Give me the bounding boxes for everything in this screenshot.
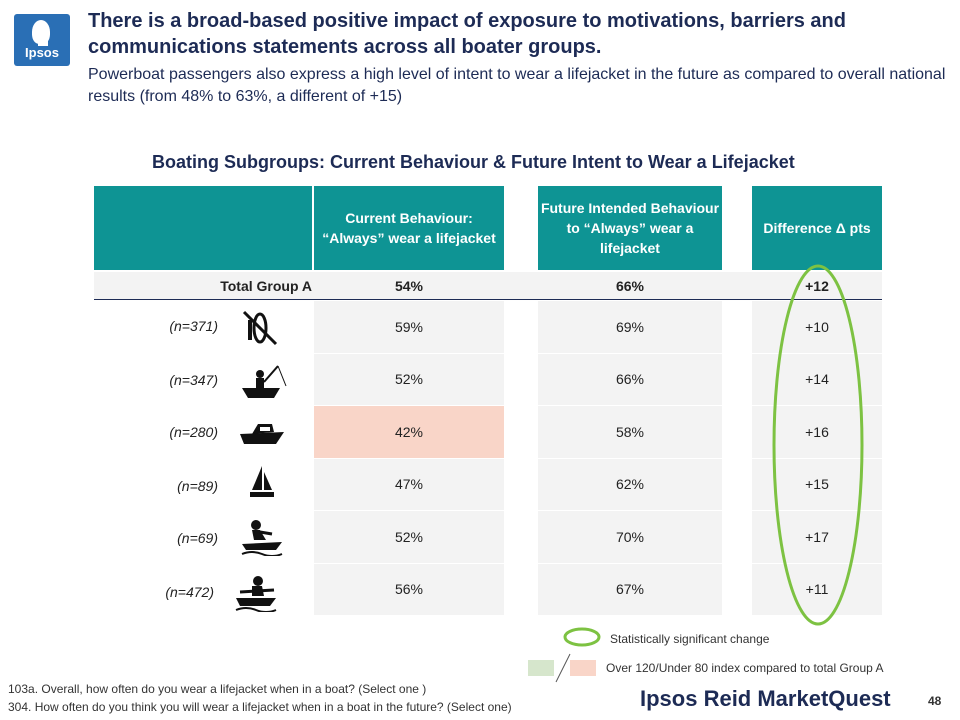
- total-difference: +12: [805, 277, 829, 294]
- fishing-boat-icon: [242, 365, 287, 398]
- legend-ellipse-icon: [563, 627, 601, 647]
- row-future: 70%: [615, 528, 645, 545]
- logo-text: Ipsos: [25, 45, 59, 60]
- row-difference: +11: [805, 581, 829, 597]
- legend-index: Over 120/Under 80 index compared to tota…: [606, 661, 884, 675]
- row-difference: +17: [805, 528, 829, 545]
- legend-red-swatch: [570, 660, 596, 676]
- row-current: 42%: [394, 423, 424, 440]
- total-row: [94, 272, 882, 300]
- row-n-label: (n=280): [169, 424, 218, 440]
- row-current: 56%: [394, 581, 424, 597]
- page-number: 48: [928, 694, 942, 708]
- footer-q1: 103a. Overall, how often do you wear a l…: [8, 682, 427, 696]
- row-difference: +10: [805, 319, 829, 335]
- rowboat-icon: [235, 576, 277, 612]
- footer-notes: 103a. Overall, how often do you wear a l…: [8, 680, 512, 716]
- row-n-label: (n=69): [177, 530, 218, 546]
- row-current: 52%: [394, 371, 424, 387]
- slide-subtitle: Powerboat passengers also express a high…: [88, 66, 946, 105]
- legend-green-swatch: [528, 660, 554, 676]
- row-current: 47%: [394, 476, 424, 492]
- brand-logo: Ipsos Reid MarketQuest: [640, 686, 891, 711]
- row-n-label: (n=347): [169, 372, 218, 388]
- highlight-cell: [314, 406, 504, 458]
- row-current: 59%: [394, 319, 424, 335]
- row-current: 52%: [394, 528, 424, 545]
- row-n-label: (n=472): [165, 584, 214, 600]
- row-n-label: (n=89): [177, 478, 218, 494]
- legend-significant: Statistically significant change: [610, 632, 770, 646]
- total-future: 66%: [615, 277, 645, 294]
- significance-ellipse: [772, 264, 864, 626]
- header-difference: Difference Δ pts: [752, 186, 882, 270]
- row-future: 69%: [615, 319, 645, 335]
- total-current: 54%: [394, 277, 424, 294]
- sailboat-icon: [250, 466, 274, 497]
- row-future: 67%: [615, 581, 645, 597]
- paddle-no-icon: [242, 310, 278, 346]
- personal-watercraft-icon: [241, 520, 283, 556]
- row-difference: +14: [805, 371, 829, 387]
- ipsos-logo: Ipsos: [14, 14, 70, 66]
- legend-slash: [555, 653, 571, 683]
- row-difference: +15: [805, 476, 829, 492]
- row-future: 58%: [615, 423, 645, 440]
- row-difference: +16: [805, 423, 829, 440]
- slide-title: There is a broad-based positive impact o…: [88, 10, 846, 58]
- total-label: Total Group A: [220, 277, 312, 294]
- row-future: 66%: [615, 371, 645, 387]
- footer-q2: 304. How often do you think you will wea…: [8, 700, 512, 714]
- table-title: Boating Subgroups: Current Behaviour & F…: [152, 152, 795, 172]
- row-future: 62%: [615, 476, 645, 492]
- powerboat-icon: [240, 424, 284, 444]
- row-n-label: (n=371): [169, 318, 218, 334]
- header-blank: [94, 186, 312, 270]
- header-current: Current Behaviour: “Always” wear a lifej…: [314, 186, 504, 270]
- header-future: Future Intended Behaviour to “Always” we…: [538, 186, 722, 270]
